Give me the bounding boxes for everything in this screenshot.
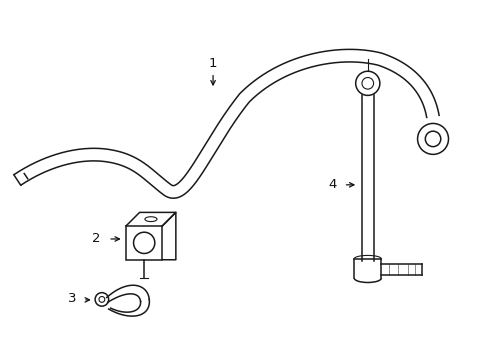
Text: 4: 4	[327, 178, 336, 191]
Text: 2: 2	[92, 233, 100, 246]
Text: 3: 3	[68, 292, 76, 305]
Text: 1: 1	[208, 57, 217, 70]
Bar	[126, 226, 162, 260]
